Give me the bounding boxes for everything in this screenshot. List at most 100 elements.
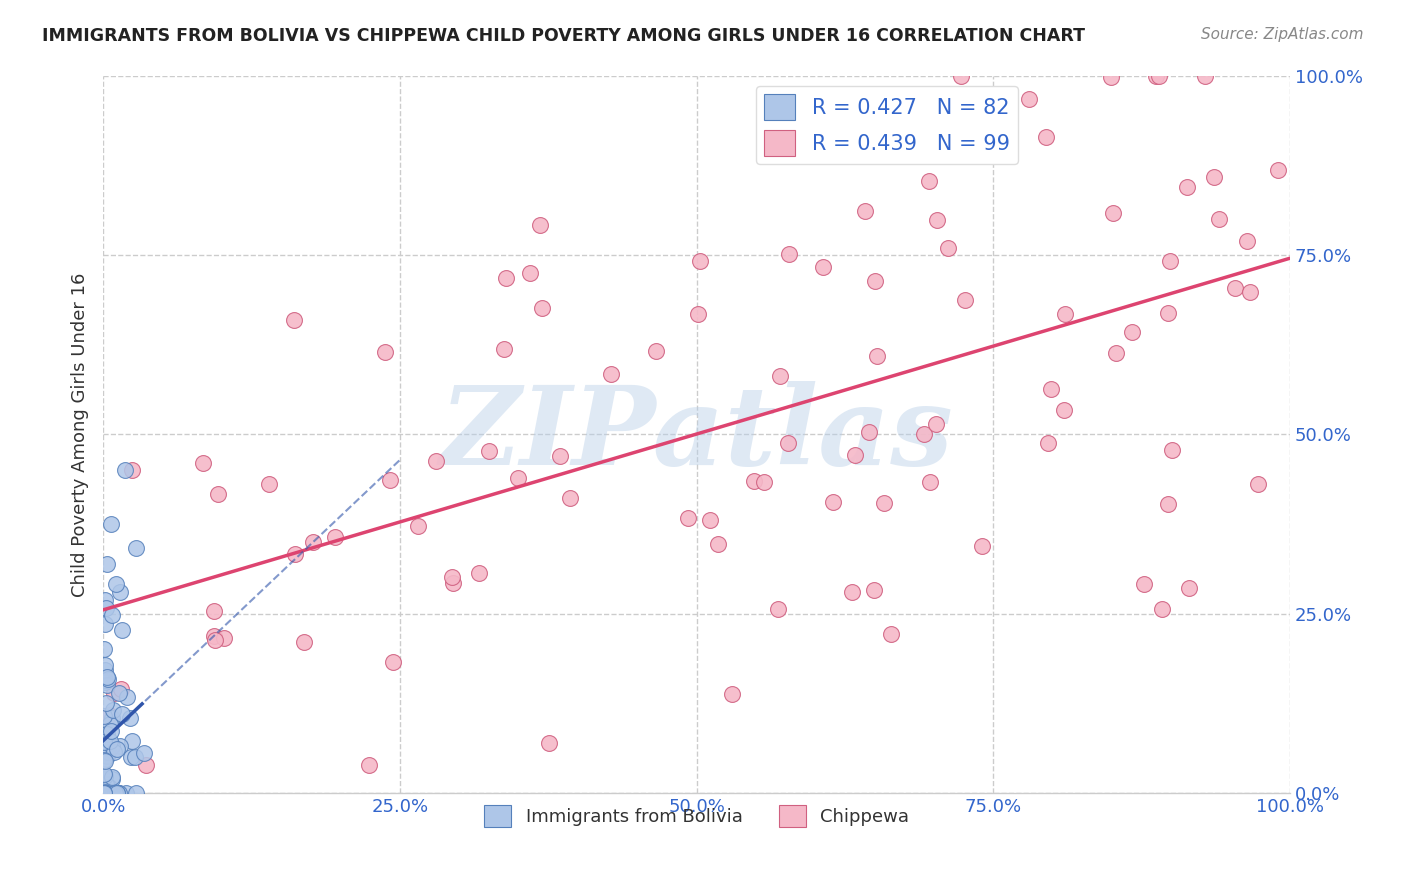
- Point: [1039, 382, 1062, 396]
- Point: [920, 475, 942, 489]
- Legend: Immigrants from Bolivia, Chippewa: Immigrants from Bolivia, Chippewa: [477, 798, 917, 835]
- Point: [1160, 442, 1182, 457]
- Point: [938, 241, 960, 255]
- Point: [1053, 402, 1076, 417]
- Point: [94, 754, 117, 768]
- Point: [1225, 281, 1247, 295]
- Point: [104, 786, 127, 800]
- Point: [495, 271, 517, 285]
- Y-axis label: Child Poverty Among Girls Under 16: Child Poverty Among Girls Under 16: [72, 272, 89, 597]
- Point: [441, 576, 464, 591]
- Point: [125, 541, 148, 555]
- Point: [97, 780, 120, 794]
- Point: [468, 566, 491, 580]
- Point: [440, 569, 463, 583]
- Point: [93, 616, 115, 631]
- Point: [108, 786, 131, 800]
- Point: [744, 474, 766, 488]
- Point: [97, 746, 120, 760]
- Point: [853, 203, 876, 218]
- Point: [425, 454, 447, 468]
- Point: [100, 786, 122, 800]
- Point: [101, 710, 124, 724]
- Point: [380, 473, 402, 487]
- Point: [93, 786, 115, 800]
- Point: [94, 657, 117, 672]
- Point: [204, 633, 226, 648]
- Point: [96, 786, 118, 800]
- Point: [103, 745, 125, 759]
- Point: [135, 758, 157, 772]
- Point: [94, 786, 117, 800]
- Point: [529, 218, 551, 232]
- Point: [519, 266, 541, 280]
- Point: [93, 772, 115, 786]
- Point: [101, 739, 124, 753]
- Point: [1150, 601, 1173, 615]
- Point: [1133, 577, 1156, 591]
- Point: [100, 516, 122, 531]
- Point: [108, 584, 131, 599]
- Point: [1102, 206, 1125, 220]
- Point: [302, 535, 325, 549]
- Point: [98, 733, 121, 747]
- Point: [98, 707, 121, 722]
- Point: [600, 368, 623, 382]
- Point: [97, 672, 120, 686]
- Point: [96, 727, 118, 741]
- Point: [96, 670, 118, 684]
- Point: [1175, 179, 1198, 194]
- Point: [107, 786, 129, 800]
- Point: [103, 686, 125, 700]
- Point: [93, 786, 115, 800]
- Point: [752, 475, 775, 489]
- Point: [105, 742, 128, 756]
- Point: [1144, 69, 1167, 83]
- Point: [863, 583, 886, 598]
- Point: [93, 641, 115, 656]
- Point: [93, 786, 115, 800]
- Point: [688, 307, 710, 321]
- Point: [918, 174, 941, 188]
- Point: [91, 725, 114, 739]
- Point: [979, 130, 1001, 145]
- Point: [478, 443, 501, 458]
- Point: [207, 486, 229, 500]
- Point: [96, 786, 118, 800]
- Point: [283, 313, 305, 327]
- Point: [494, 342, 516, 356]
- Point: [1157, 497, 1180, 511]
- Point: [94, 786, 117, 800]
- Point: [97, 786, 120, 800]
- Point: [98, 784, 121, 798]
- Point: [1204, 169, 1226, 184]
- Point: [107, 786, 129, 800]
- Point: [111, 706, 134, 721]
- Point: [374, 345, 396, 359]
- Point: [93, 674, 115, 689]
- Point: [912, 426, 935, 441]
- Point: [284, 547, 307, 561]
- Point: [925, 417, 948, 431]
- Point: [1236, 234, 1258, 248]
- Point: [1149, 69, 1171, 83]
- Point: [115, 786, 138, 800]
- Point: [1018, 92, 1040, 106]
- Point: [841, 585, 863, 599]
- Point: [98, 717, 121, 731]
- Point: [259, 477, 281, 491]
- Point: [121, 734, 143, 748]
- Point: [863, 274, 886, 288]
- Point: [105, 786, 128, 800]
- Point: [381, 655, 404, 669]
- Point: [644, 343, 666, 358]
- Point: [125, 786, 148, 800]
- Point: [548, 449, 571, 463]
- Point: [96, 749, 118, 764]
- Point: [110, 682, 132, 697]
- Point: [191, 456, 214, 470]
- Point: [1099, 70, 1122, 85]
- Point: [94, 769, 117, 783]
- Point: [98, 786, 121, 800]
- Point: [1159, 253, 1181, 268]
